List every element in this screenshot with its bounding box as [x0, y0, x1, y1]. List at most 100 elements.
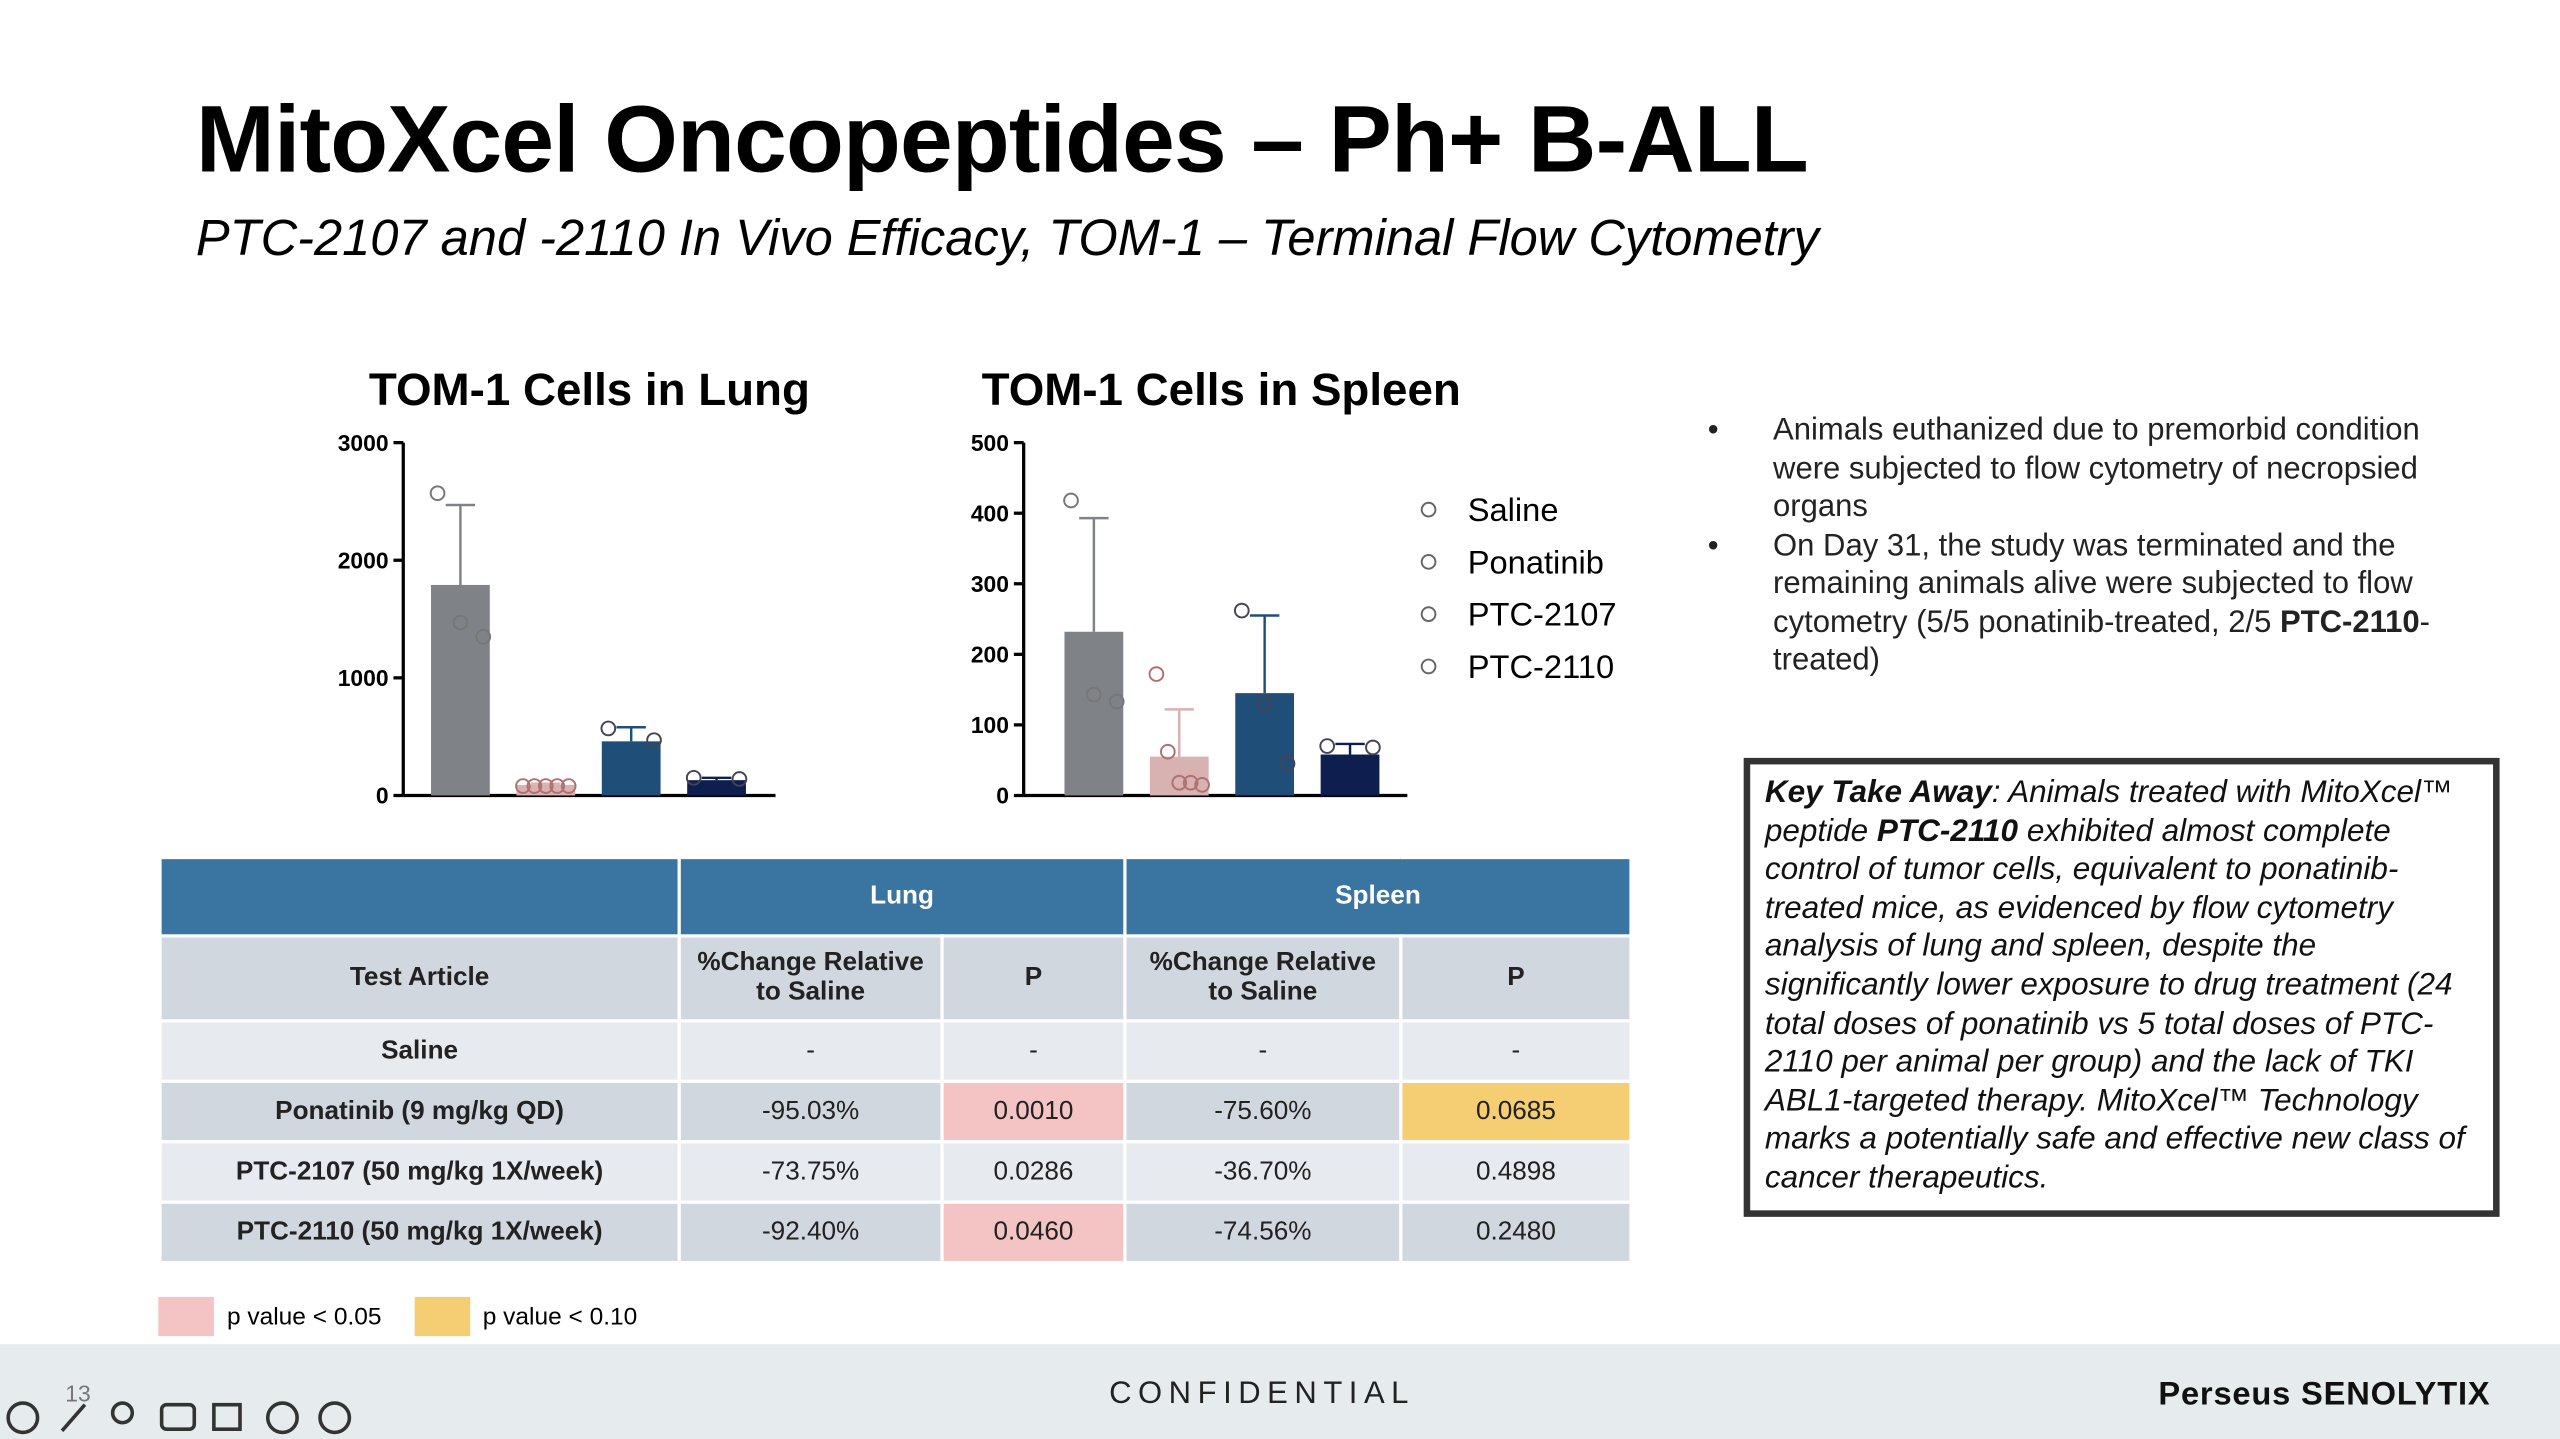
- data-point: [1108, 693, 1125, 710]
- chart-title: TOM-1 Cells in Lung: [369, 364, 810, 415]
- table-cell: 0.2480: [1399, 1200, 1633, 1265]
- column-header: Test Article: [158, 934, 681, 1023]
- table-cell: -: [1399, 1019, 1633, 1083]
- pen-button[interactable]: [60, 1403, 87, 1433]
- data-point: [549, 778, 566, 794]
- next-button[interactable]: [318, 1401, 352, 1435]
- prev-button[interactable]: [6, 1401, 40, 1435]
- row-header: Ponatinib (9 mg/kg QD): [158, 1079, 681, 1144]
- y-tick-label: 0: [996, 783, 1009, 809]
- legend-label: Ponatinib: [1468, 543, 1604, 580]
- table-cell: -: [677, 1019, 944, 1083]
- bar: [431, 584, 490, 796]
- y-tick-label: 0: [376, 783, 389, 809]
- data-point: [515, 778, 531, 794]
- bar: [601, 741, 661, 796]
- data-point: [429, 485, 446, 502]
- bar: [1235, 693, 1295, 796]
- y-tick-label: 500: [971, 430, 1009, 456]
- text-run: PTC-2110: [2279, 605, 2420, 640]
- y-tick-label: 200: [971, 641, 1009, 667]
- key-label: p value < 0.10: [482, 1302, 638, 1331]
- column-header: P: [1399, 934, 1633, 1023]
- bar: [1320, 754, 1380, 796]
- group-header: Spleen: [1123, 855, 1633, 938]
- bullet-list: Animals euthanized due to premorbid cond…: [1708, 412, 2475, 681]
- text-run: Key Take Away: [1764, 775, 1992, 811]
- data-point: [537, 778, 554, 794]
- table-key: p value < 0.05 p value < 0.10: [158, 1296, 638, 1337]
- bar: [1064, 631, 1124, 796]
- results-table: Lung Spleen Test Article %Change Relative t…: [158, 855, 1633, 1265]
- viewer-toolbar: [6, 1401, 352, 1435]
- takeaway-box: Key Take Away: Animals treated with Mito…: [1743, 757, 2500, 1217]
- key-swatch: [158, 1296, 214, 1337]
- data-point: [1233, 602, 1250, 619]
- column-header: %Change Relative to Saline: [1123, 934, 1403, 1023]
- table-row: Saline - - - -: [158, 1019, 1633, 1083]
- table-row: Ponatinib (9 mg/kg QD) -95.03% 0.0010 -75.6…: [158, 1079, 1633, 1144]
- table-cell: -75.60%: [1123, 1079, 1403, 1144]
- table-cell: -: [1123, 1019, 1403, 1083]
- data-point: [1148, 666, 1165, 682]
- legend-marker: [1420, 658, 1437, 675]
- data-point: [685, 769, 702, 786]
- text-run: On Day 31, the study was terminated and …: [1773, 528, 2413, 640]
- key-swatch: [414, 1296, 470, 1337]
- column-header: %Change Relative to Saline: [677, 934, 944, 1023]
- data-point: [1159, 743, 1176, 760]
- key-label: p value < 0.05: [226, 1302, 382, 1331]
- table-header-row: Test Article %Change Relative to Saline P%…: [158, 934, 1633, 1023]
- bar: [687, 780, 746, 796]
- table-cell: -95.03%: [677, 1079, 944, 1144]
- cc-button[interactable]: [159, 1402, 197, 1431]
- y-tick-label: 3000: [338, 430, 389, 456]
- zoom-button[interactable]: [110, 1401, 135, 1425]
- legend-marker: [1420, 554, 1437, 570]
- table-cell: 0.0685: [1399, 1079, 1633, 1144]
- bar: [516, 784, 576, 796]
- page-number: 13: [65, 1380, 91, 1407]
- legend-label: PTC-2107: [1468, 596, 1617, 633]
- more-button[interactable]: [265, 1401, 299, 1435]
- table-cell: 0.4898: [1399, 1140, 1633, 1204]
- legend-label: PTC-2110: [1468, 648, 1614, 685]
- key-item: p value < 0.10: [414, 1296, 638, 1337]
- table-cell: [158, 855, 681, 938]
- table-row: PTC-2110 (50 mg/kg 1X/week) -92.40% 0.0460…: [158, 1200, 1633, 1265]
- data-point: [1063, 492, 1079, 509]
- table-group-row: Lung Spleen: [158, 855, 1633, 938]
- table-cell: -92.40%: [677, 1200, 944, 1265]
- data-point: [526, 778, 543, 794]
- text-run: PTC-2110: [1876, 814, 2019, 849]
- text-run: : Animals treated with MitoXcel™ peptide: [1764, 775, 2453, 849]
- bullet: On Day 31, the study was terminated and …: [1708, 527, 2475, 681]
- table-cell: 0.0286: [940, 1140, 1127, 1204]
- table-cell: -36.70%: [1123, 1140, 1403, 1204]
- data-point: [600, 720, 617, 737]
- y-tick-label: 400: [971, 500, 1009, 526]
- table-cell: -74.56%: [1123, 1200, 1403, 1265]
- group-header: Lung: [677, 855, 1127, 938]
- text-run: -treated): [1773, 605, 2430, 678]
- table-cell: 0.0460: [940, 1200, 1127, 1265]
- confidential-label: CONFIDENTIAL: [1109, 1376, 1415, 1412]
- data-point: [1279, 755, 1296, 772]
- data-point: [1171, 774, 1188, 791]
- data-point: [1194, 777, 1210, 793]
- logo: Perseus SENOLYTIX: [2158, 1376, 2491, 1413]
- video-button[interactable]: [212, 1402, 242, 1431]
- data-point: [731, 771, 748, 787]
- data-point: [475, 628, 492, 645]
- data-point: [1182, 774, 1199, 791]
- data-point: [560, 778, 577, 794]
- legend-marker: [1420, 501, 1437, 518]
- data-point: [646, 732, 662, 749]
- slide-title: MitoXcel Oncopeptides – Ph+ B-ALL: [195, 86, 1809, 193]
- column-header: P: [940, 934, 1127, 1023]
- table-row: PTC-2107 (50 mg/kg 1X/week) -73.75% 0.0286…: [158, 1140, 1633, 1204]
- key-item: p value < 0.05: [158, 1296, 382, 1337]
